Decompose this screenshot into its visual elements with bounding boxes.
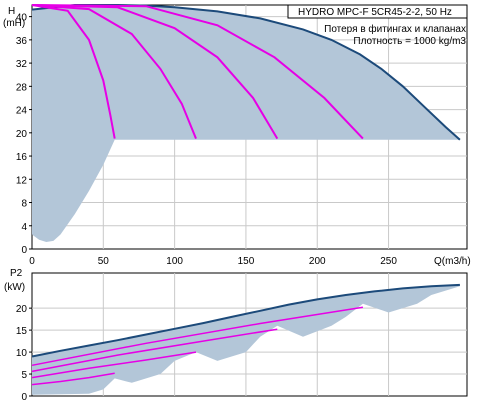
power-curve-3 <box>31 328 278 373</box>
power-curves <box>31 306 364 386</box>
power-chart-frame <box>31 272 468 397</box>
title-box <box>287 4 468 19</box>
power-envelope-top-line <box>31 283 460 358</box>
power-y-tick-label: 15 <box>16 326 28 337</box>
flow-x-tick-label: 150 <box>238 256 255 267</box>
head-y-tick-label: 12 <box>16 175 28 186</box>
head-axis-name: H <box>8 6 15 17</box>
power-axis-unit: (kW) <box>4 282 25 293</box>
power-operating-envelope <box>31 283 460 395</box>
power-curve-4 <box>31 306 364 367</box>
head-y-tick-label: 24 <box>16 106 28 117</box>
power-axis-name: P2 <box>10 268 23 279</box>
flow-x-tick-label: 0 <box>29 256 35 267</box>
head-y-tick-label: 32 <box>16 59 28 70</box>
power-envelope-area <box>32 284 460 395</box>
power-chart: 0 5 10 15 20 P2 (kW) <box>4 268 468 400</box>
power-y-tick-label: 5 <box>21 370 27 381</box>
head-curves <box>31 4 364 140</box>
head-y-tick-label: 40 <box>16 13 28 24</box>
flow-x-tick-label: 250 <box>380 256 397 267</box>
fittings-loss-note: Потеря в фитингах и клапанах <box>324 23 466 35</box>
flow-x-tick-label: 50 <box>98 256 110 267</box>
head-chart: 0 4 8 12 16 20 24 28 32 36 40 0 50 100 150 200 250 H (m… <box>3 4 471 267</box>
power-y-ticks: 0 5 10 15 20 <box>16 304 32 400</box>
power-curve-1 <box>31 372 115 386</box>
power-y-tick-label: 20 <box>16 304 28 315</box>
head-y-tick-label: 20 <box>16 129 28 140</box>
head-curve-3 <box>31 4 279 140</box>
flow-x-tick-label: 200 <box>309 256 326 267</box>
head-y-tick-label: 16 <box>16 152 28 163</box>
head-y-tick-label: 4 <box>21 222 27 233</box>
power-y-tick-label: 10 <box>16 348 28 359</box>
head-x-ticks: 0 50 100 150 200 250 <box>29 256 397 267</box>
flow-x-tick-label: 100 <box>166 256 183 267</box>
head-y-tick-label: 0 <box>21 245 27 256</box>
head-y-tick-label: 28 <box>16 82 28 93</box>
head-curve-2 <box>31 4 197 139</box>
flow-axis-label: Q(m3/h) <box>434 256 471 267</box>
power-y-tick-label: 0 <box>21 392 27 400</box>
head-envelope-area <box>32 5 460 242</box>
density-note: Плотность = 1000 kg/m3 <box>353 36 466 47</box>
head-curve-1 <box>31 4 116 139</box>
head-curve-4 <box>31 4 364 140</box>
head-y-ticks: 0 4 8 12 16 20 24 28 32 36 40 <box>16 13 32 256</box>
head-axis-unit: (mH) <box>3 18 25 29</box>
chart-title: HYDRO MPC-F 5CR45-2-2, 50 Hz <box>298 7 452 18</box>
head-y-tick-label: 36 <box>16 36 28 47</box>
power-curve-2 <box>31 351 197 379</box>
head-y-tick-label: 8 <box>21 199 27 210</box>
